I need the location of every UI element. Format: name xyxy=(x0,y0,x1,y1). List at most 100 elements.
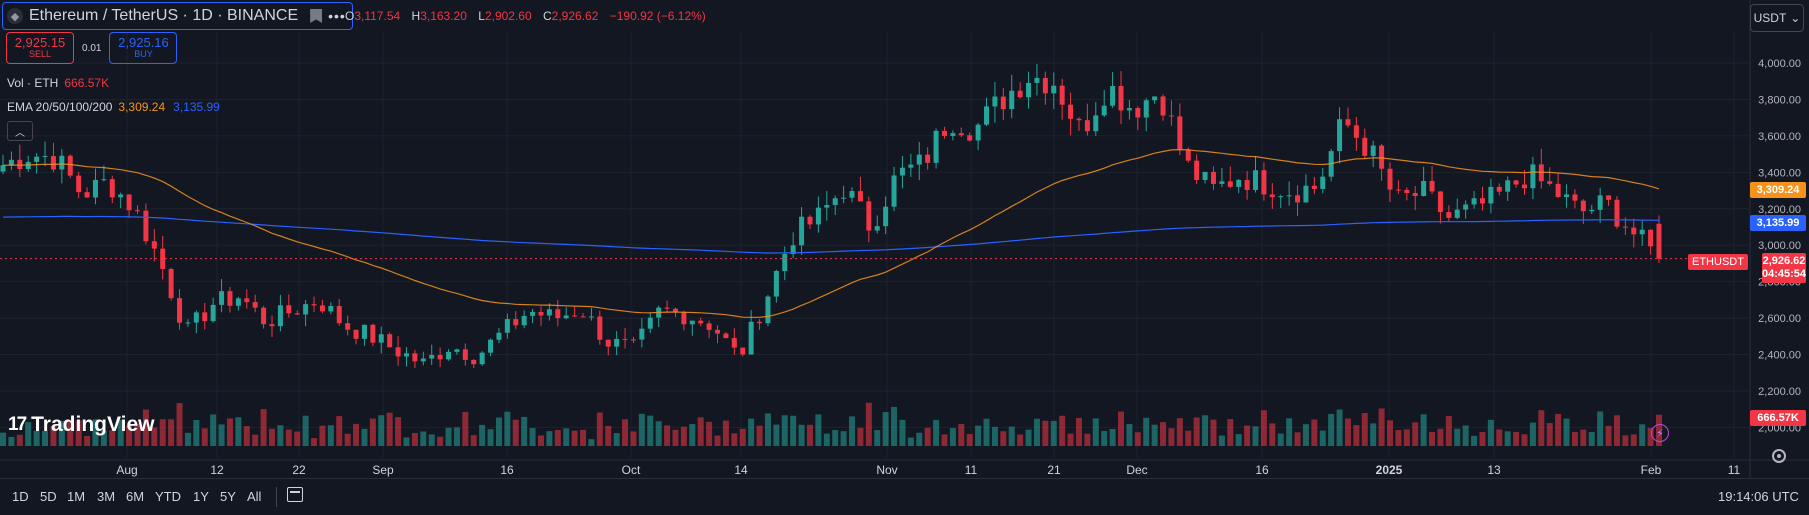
collapse-legend-button[interactable]: ︿ xyxy=(7,121,33,141)
volume-bar xyxy=(1504,431,1511,446)
candle-body xyxy=(168,268,174,299)
candle-body xyxy=(588,316,594,318)
candle-body xyxy=(1034,77,1040,83)
candle-body xyxy=(841,197,847,199)
candle-body xyxy=(899,167,905,176)
ohlc-low: 2,902.60 xyxy=(484,9,532,23)
candle-body xyxy=(731,338,737,348)
symbol-title: Ethereum / TetherUS · 1D · BINANCE xyxy=(29,7,299,24)
symbol-price-tag: ETHUSDT xyxy=(1688,254,1748,270)
candle-body xyxy=(1513,180,1519,185)
candle-body xyxy=(941,130,947,136)
volume-bar xyxy=(1050,420,1057,446)
volume-bar xyxy=(1387,420,1394,446)
volume-bar xyxy=(655,421,662,446)
volume-bar xyxy=(336,416,343,446)
candle-body xyxy=(261,307,267,325)
candle-body xyxy=(1589,209,1595,212)
volume-bar xyxy=(983,418,990,446)
volume-bar xyxy=(1227,419,1234,446)
volume-bar xyxy=(899,419,906,446)
volume-bar xyxy=(630,431,637,446)
calendar-icon[interactable] xyxy=(287,487,303,502)
time-tick-label: 11 xyxy=(965,463,978,477)
candle-body xyxy=(193,312,199,323)
volume-bar xyxy=(1571,431,1578,446)
price-tick-label: 2,200.00 xyxy=(1758,386,1801,398)
volume-bar xyxy=(1151,424,1158,446)
volume-bar xyxy=(1319,430,1326,446)
range-ytd[interactable]: YTD xyxy=(155,489,181,504)
volume-bar xyxy=(806,424,813,446)
candle-body xyxy=(815,207,821,225)
volume-bar xyxy=(1361,413,1368,446)
volume-bar xyxy=(975,425,982,446)
symbol-selector[interactable]: ◆ Ethereum / TetherUS · 1D · BINANCE ••• xyxy=(2,2,353,30)
volume-bar xyxy=(1286,418,1293,446)
candle-body xyxy=(832,198,838,206)
range-6m[interactable]: 6M xyxy=(126,489,145,504)
volume-bar xyxy=(966,434,973,446)
volume-bar xyxy=(781,415,788,446)
volume-bar xyxy=(252,434,259,446)
volume-bar xyxy=(840,431,847,446)
candle-body xyxy=(1042,77,1048,94)
volume-indicator-legend[interactable]: Vol · ETH 666.57K xyxy=(7,76,110,90)
range-3m[interactable]: 3M xyxy=(97,489,116,504)
volume-bar xyxy=(487,429,494,446)
range-1y[interactable]: 1Y xyxy=(193,489,209,504)
candle-body xyxy=(59,155,65,170)
volume-bar xyxy=(1420,414,1427,446)
volume-bar xyxy=(991,426,998,446)
volume-bar xyxy=(689,423,696,446)
volume-bar xyxy=(445,427,452,446)
clock[interactable]: 19:14:06 UTC xyxy=(1718,489,1799,504)
volume-bar xyxy=(1563,418,1570,446)
currency-selector[interactable]: USDT ⌄ xyxy=(1750,4,1804,32)
range-1d[interactable]: 1D xyxy=(12,489,29,504)
volume-bar xyxy=(1067,433,1074,446)
range-5d[interactable]: 5D xyxy=(40,489,57,504)
volume-bar xyxy=(386,412,393,446)
toolbar-divider xyxy=(276,487,277,507)
range-5y[interactable]: 5Y xyxy=(220,489,236,504)
candle-body xyxy=(429,355,435,359)
candle-body xyxy=(765,296,771,324)
range-all[interactable]: All xyxy=(247,489,262,504)
sell-button[interactable]: 2,925.15 SELL xyxy=(6,32,74,64)
lightning-icon[interactable]: ⚡ xyxy=(1651,424,1669,442)
candle-body xyxy=(723,333,729,339)
time-tick-label: Oct xyxy=(622,463,641,477)
candle-body xyxy=(1622,226,1628,228)
volume-bar xyxy=(1244,425,1251,446)
candle-body xyxy=(1168,115,1174,117)
gear-icon[interactable] xyxy=(1772,449,1786,463)
volume-bar xyxy=(84,435,91,446)
time-tick-label: Dec xyxy=(1126,463,1147,477)
volume-bar xyxy=(1126,424,1133,446)
time-tick-label: 13 xyxy=(1487,463,1501,477)
volume-bar xyxy=(865,402,872,446)
range-1m[interactable]: 1M xyxy=(67,489,86,504)
candle-body xyxy=(1648,229,1654,247)
candle-body xyxy=(84,192,90,198)
more-options-icon[interactable]: ••• xyxy=(328,8,346,24)
volume-bar xyxy=(1639,424,1646,446)
volume-bar xyxy=(1042,420,1049,446)
candle-body xyxy=(1547,181,1553,184)
candle-body xyxy=(1496,186,1502,192)
candle-body xyxy=(479,352,485,365)
ema-indicator-legend[interactable]: EMA 20/50/100/200 3,309.24 3,135.99 xyxy=(7,100,220,114)
candle-body xyxy=(303,304,309,315)
buy-button[interactable]: 2,925.16 BUY xyxy=(109,32,178,64)
ema-lines xyxy=(2,148,1660,318)
flag-icon[interactable] xyxy=(310,9,323,23)
volume-bar xyxy=(731,433,738,446)
candle-body xyxy=(8,159,14,166)
candle-body xyxy=(1353,125,1359,138)
volume-bar xyxy=(1210,419,1217,446)
candle-body xyxy=(1118,85,1124,111)
candle-body xyxy=(361,324,367,339)
volume-bar xyxy=(1160,422,1167,446)
